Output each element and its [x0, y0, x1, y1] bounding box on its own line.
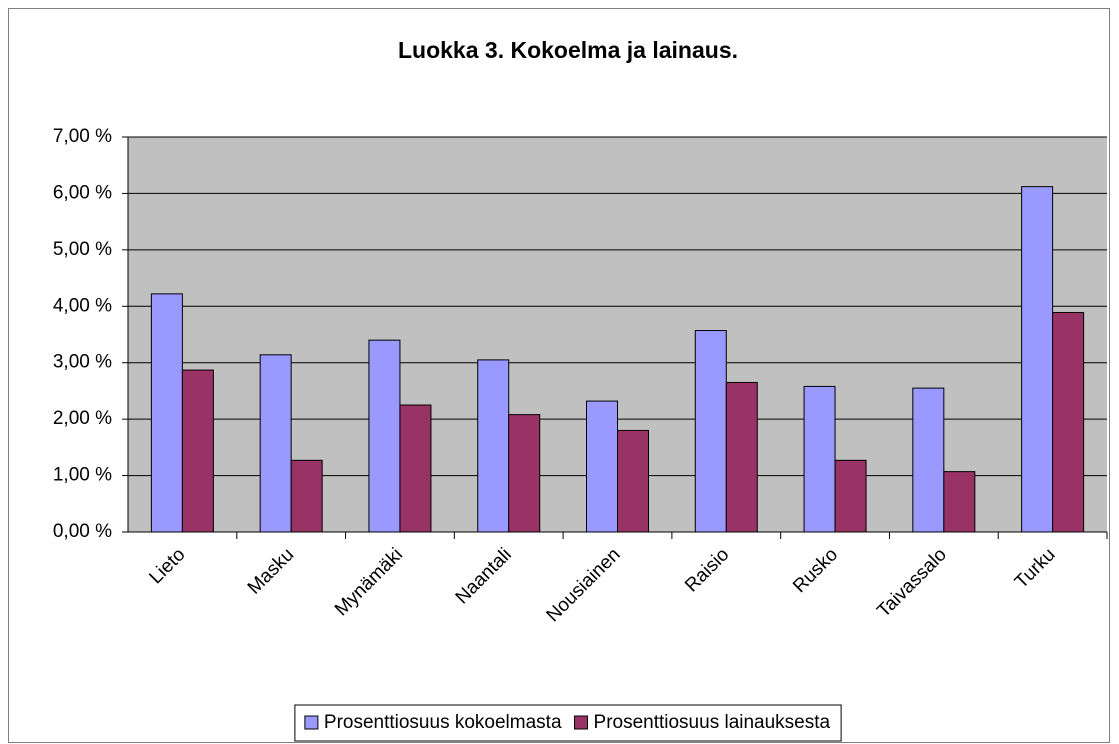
y-tick-label: 0,00 %	[53, 521, 112, 542]
bar	[1021, 186, 1054, 533]
y-tick-label: 3,00 %	[53, 352, 112, 373]
y-tick-label: 7,00 %	[53, 126, 112, 147]
y-tick-label: 2,00 %	[53, 408, 112, 429]
bar	[803, 385, 836, 533]
legend-swatch	[574, 715, 589, 730]
y-tick-label: 4,00 %	[53, 295, 112, 316]
bar	[181, 369, 214, 533]
bar	[912, 387, 945, 533]
bar	[290, 459, 323, 533]
bar	[368, 339, 401, 533]
chart-title: Luokka 3. Kokoelma ja lainaus.	[398, 37, 738, 63]
bar	[150, 293, 183, 533]
bar	[943, 471, 976, 533]
bar	[508, 414, 541, 533]
legend-label: Prosenttiosuus lainauksesta	[594, 712, 831, 733]
y-tick-label: 5,00 %	[53, 239, 112, 260]
bar	[725, 381, 758, 533]
bar	[834, 459, 867, 533]
bar	[617, 429, 650, 533]
bar	[259, 354, 292, 533]
bar	[1052, 311, 1085, 533]
bar	[477, 359, 510, 533]
legend-swatch	[304, 715, 319, 730]
bar	[399, 404, 432, 533]
bar	[585, 400, 619, 533]
legend-label: Prosenttiosuus kokoelmasta	[324, 712, 562, 733]
y-tick-label: 1,00 %	[53, 465, 112, 486]
bar	[694, 330, 727, 533]
y-tick-label: 6,00 %	[53, 182, 112, 203]
legend	[294, 704, 842, 742]
